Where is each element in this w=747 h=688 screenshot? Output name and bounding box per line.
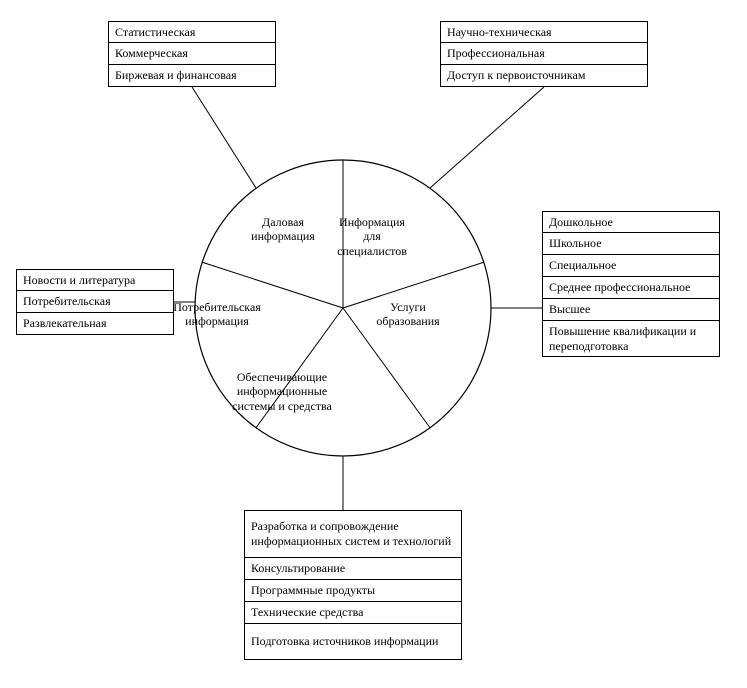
group-bottom-item: Консультирование [244, 558, 462, 580]
group-bottom-item: Подготовка источников информации [244, 624, 462, 660]
group-top_left-item: Коммерческая [108, 43, 276, 65]
group-bottom-item: Разработка и сопровождение информационны… [244, 510, 462, 558]
group-left: Новости и литератураПотребительскаяРазвл… [16, 269, 174, 335]
group-right-item: Среднее профессиональное [542, 277, 720, 299]
group-top_right-item: Доступ к первоисточникам [440, 65, 648, 87]
group-bottom-item: Программные продукты [244, 580, 462, 602]
group-bottom: Разработка и сопровождение информационны… [244, 510, 462, 660]
group-top_left-item: Статистическая [108, 21, 276, 43]
group-top_right-item: Профессиональная [440, 43, 648, 65]
group-left-item: Развлекательная [16, 313, 174, 335]
group-top_right: Научно-техническаяПрофессиональнаяДоступ… [440, 21, 648, 87]
group-left-item: Новости и литература [16, 269, 174, 291]
group-top_right-item: Научно-техническая [440, 21, 648, 43]
group-right-item: Высшее [542, 299, 720, 321]
group-right-item: Специальное [542, 255, 720, 277]
group-left-item: Потребительская [16, 291, 174, 313]
diagram-canvas: { "diagram": { "type": "infographic", "c… [0, 0, 747, 688]
group-right-item: Школьное [542, 233, 720, 255]
group-top_left-item: Биржевая и финансовая [108, 65, 276, 87]
group-right-item: Дошкольное [542, 211, 720, 233]
group-top_left: СтатистическаяКоммерческаяБиржевая и фин… [108, 21, 276, 87]
group-right-item: Повышение квалификации и переподготовка [542, 321, 720, 357]
group-bottom-item: Технические средства [244, 602, 462, 624]
group-right: ДошкольноеШкольноеСпециальноеСреднее про… [542, 211, 720, 357]
